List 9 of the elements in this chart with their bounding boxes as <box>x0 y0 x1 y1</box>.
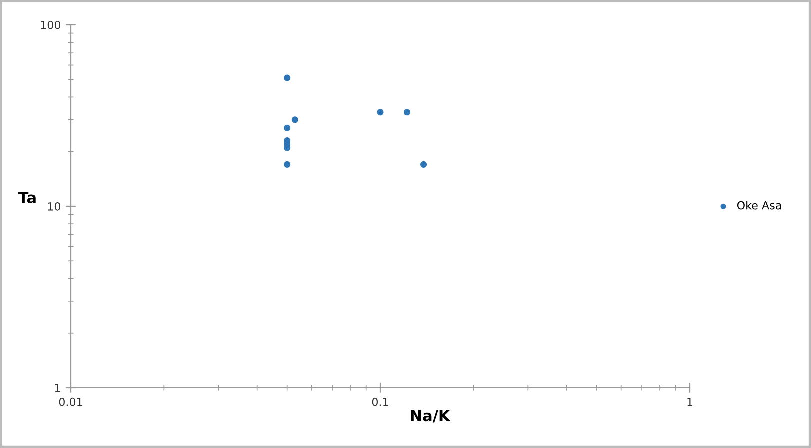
x-axis-title: Na/K <box>411 410 451 423</box>
x-tick-label: 1 <box>688 398 693 406</box>
y-tick-label: 10 <box>48 202 61 211</box>
y-axis-title: Ta <box>18 192 36 204</box>
x-tick-label: 0.01 <box>59 398 82 406</box>
legend-label: Oke Asa <box>737 201 782 210</box>
y-tick-label: 100 <box>41 20 61 30</box>
x-tick-label: 0.1 <box>372 398 388 406</box>
y-tick-label: 1 <box>55 384 60 392</box>
